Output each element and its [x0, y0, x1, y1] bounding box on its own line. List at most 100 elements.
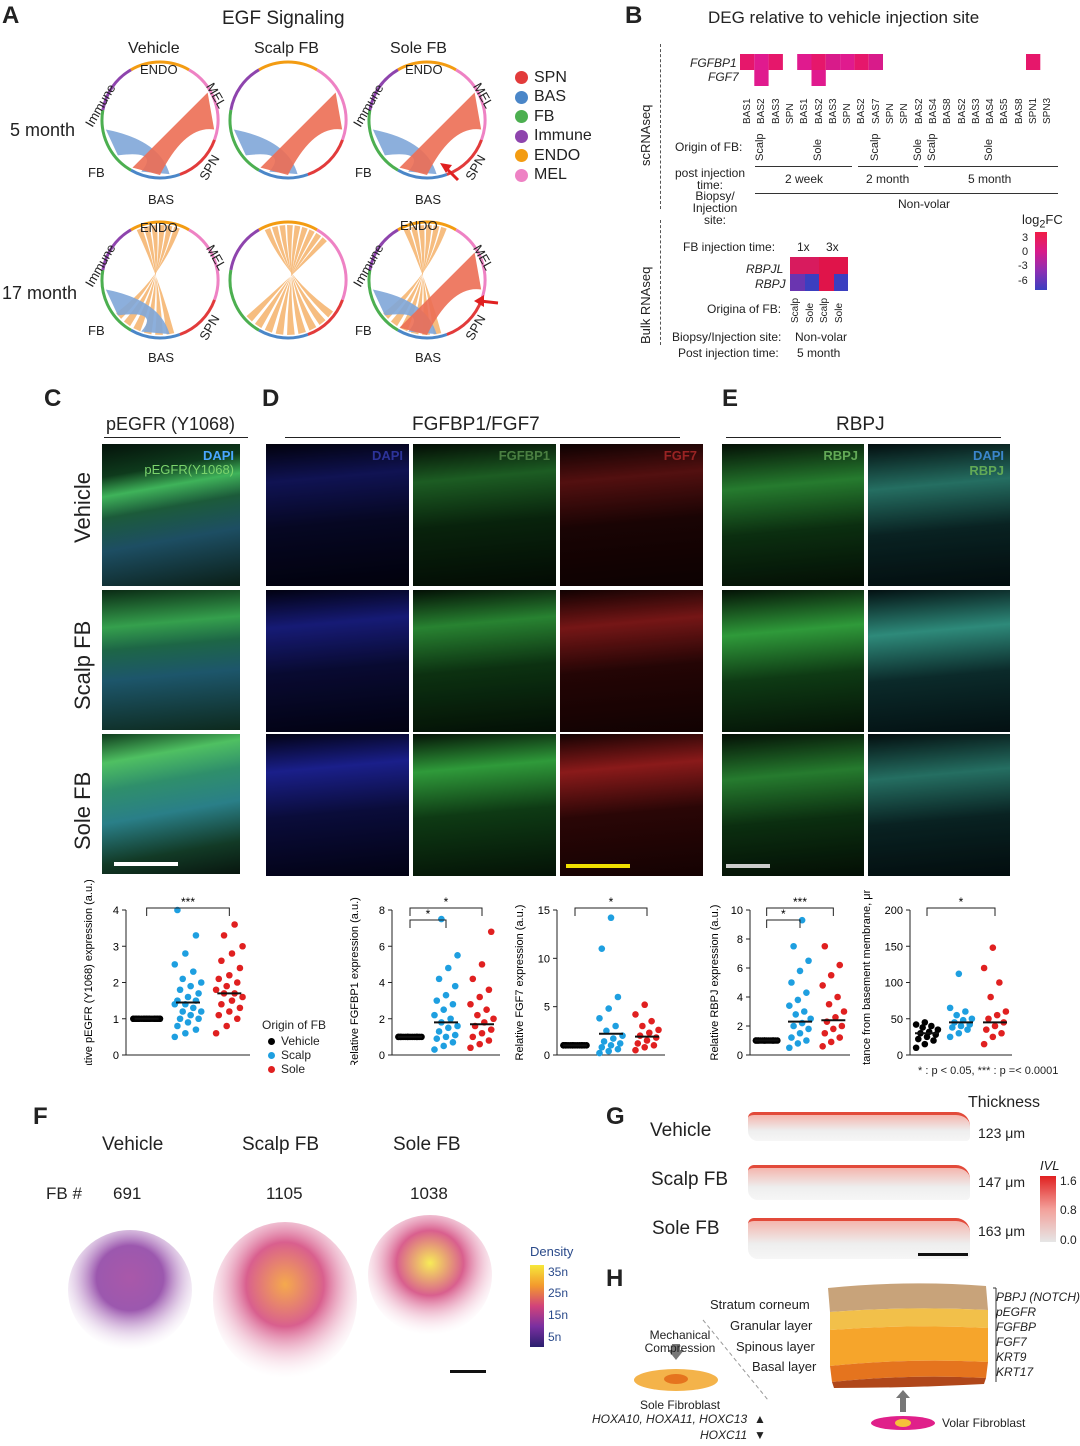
data-point: [467, 1044, 474, 1052]
cluster-label: BAS3: [970, 98, 982, 124]
data-point: [987, 993, 994, 1001]
data-point: [838, 1022, 846, 1030]
marker-pegfr: pEGFR: [996, 1305, 1037, 1319]
bulk-origin: Sole: [804, 302, 816, 323]
channel-tag: DAPI: [972, 448, 1004, 463]
panel-a-title: EGF Signaling: [222, 8, 345, 29]
chord-endo: [390, 225, 440, 327]
chord-spn: [260, 92, 343, 175]
data-point: [195, 1015, 202, 1023]
log-tick-0: 0: [1022, 246, 1029, 258]
cluster-label: BAS2: [813, 98, 825, 124]
data-point: [469, 975, 477, 983]
plot-d1: 0 2 4 6 8 Relative FGFBP1 expression (a.u.) * *: [349, 895, 500, 1065]
sector-bas-3: BAS: [148, 350, 175, 365]
bulk-heat-cell: [790, 257, 805, 274]
scale-bar-c: [114, 862, 178, 866]
y-tick-label: 15: [538, 905, 550, 917]
sector-bas-2: BAS: [415, 192, 442, 207]
data-point: [794, 996, 802, 1004]
ring-bas: [130, 328, 181, 340]
heat-cell: [811, 54, 826, 70]
axis: 0 2 4 6 8 10: [731, 905, 850, 1062]
panel-d-title: FGFBP1/FGF7: [412, 414, 540, 435]
ring-fb: [100, 269, 132, 332]
panel-e-title: RBPJ: [836, 414, 885, 435]
y-tick-label: 200: [885, 905, 903, 917]
fb-count-sole: 1038: [410, 1184, 448, 1203]
log-tick-m6: -6: [1018, 275, 1028, 287]
sector-fb-1: FB: [88, 165, 105, 180]
data-point: [648, 1017, 655, 1025]
legend-label: BAS: [534, 88, 567, 106]
sector-fb-3: FB: [88, 323, 105, 338]
data-point: [840, 1008, 848, 1015]
ring-immune: [229, 228, 260, 271]
data-point: [790, 1022, 797, 1030]
data-point: [467, 1000, 474, 1008]
deg-heatmap: [740, 54, 1041, 86]
data-point: [474, 1011, 481, 1019]
legend-label: FB: [534, 107, 555, 125]
panel-d-letter: D: [262, 385, 280, 412]
data-point: [233, 1015, 241, 1023]
cluster-label: BAS2: [756, 98, 768, 124]
data-point: [612, 1022, 619, 1030]
arrow-up-icon: ▲: [754, 1412, 766, 1426]
data-point: [934, 1026, 942, 1033]
marker-fgfbp: FGFBP: [996, 1320, 1037, 1334]
data-point: [596, 1049, 603, 1057]
plot-d2: 0 5 10 15 Relative FGF7 expression (a.u.) *: [514, 895, 665, 1062]
chord-endo: [287, 225, 301, 335]
data-point: [239, 942, 246, 950]
data-point: [603, 1027, 610, 1035]
ring-fb: [100, 109, 132, 172]
legend-item-spn: SPN: [515, 68, 615, 88]
panel-b-bulk-label: Bulk RNAseq: [638, 266, 653, 344]
data-point: [454, 952, 461, 959]
arrow-head-icon: [440, 163, 452, 173]
ring-immune: [229, 68, 260, 111]
data-point: [236, 964, 244, 972]
bulk-heat-cell: [804, 257, 819, 274]
scale-bar-f: [450, 1370, 486, 1373]
cluster-label: BAS2: [956, 98, 968, 124]
legend-dot: [515, 149, 528, 163]
chord-endo: [275, 226, 308, 335]
channel-tag: RBPJ: [969, 463, 1004, 478]
cluster-label: SPN: [842, 103, 854, 124]
data-point: [598, 945, 606, 952]
data-point: [478, 961, 486, 968]
panel-c-row-vehicle: Vehicle: [70, 472, 95, 543]
bulk-site-value: Non-volar: [795, 330, 848, 344]
marker-krt9: KRT9: [996, 1350, 1027, 1364]
data-point: [228, 997, 236, 1004]
data-point: [946, 1033, 954, 1041]
cluster-labels: BAS1 BAS2 BAS3 SPN BAS1 BAS2 BAS3 SPN BAS2 SAS7 SP…: [740, 90, 1060, 130]
origin-group: Sole: [811, 138, 824, 161]
panel-e-title-line: [726, 437, 1001, 438]
legend-dot: [515, 129, 528, 143]
data-point: [980, 964, 988, 972]
legend-dot: [515, 71, 528, 85]
legend-item: Scalp: [262, 1048, 342, 1062]
hox-down: HOXC11: [700, 1428, 748, 1442]
ring-spn: [307, 139, 344, 176]
panel-a-row-5m: 5 month: [10, 120, 76, 140]
sig-label: *: [426, 907, 431, 921]
data-point: [171, 1033, 179, 1041]
y-axis-label: Distance from basement membrane, μm: [861, 890, 873, 1065]
cluster-label: BAS1: [799, 98, 811, 124]
image-d-fgf7-vehicle: FGF7: [560, 444, 703, 586]
layer-spinous: Spinous layer: [736, 1339, 815, 1354]
data-point: [962, 1008, 969, 1015]
data-point: [433, 1035, 441, 1042]
y-tick-label: 0: [113, 1050, 119, 1062]
hox-up: HOXA10, HOXA11, HOXC13: [592, 1412, 748, 1426]
y-axis-label: Relative RBPJ expression (a.u.): [709, 905, 721, 1061]
panel-b-title: DEG relative to vehicle injection site: [708, 8, 980, 27]
panel-h-letter: H: [606, 1265, 624, 1292]
data-point: [223, 982, 230, 990]
ring-bas: [130, 168, 181, 180]
data-point: [431, 1011, 438, 1019]
